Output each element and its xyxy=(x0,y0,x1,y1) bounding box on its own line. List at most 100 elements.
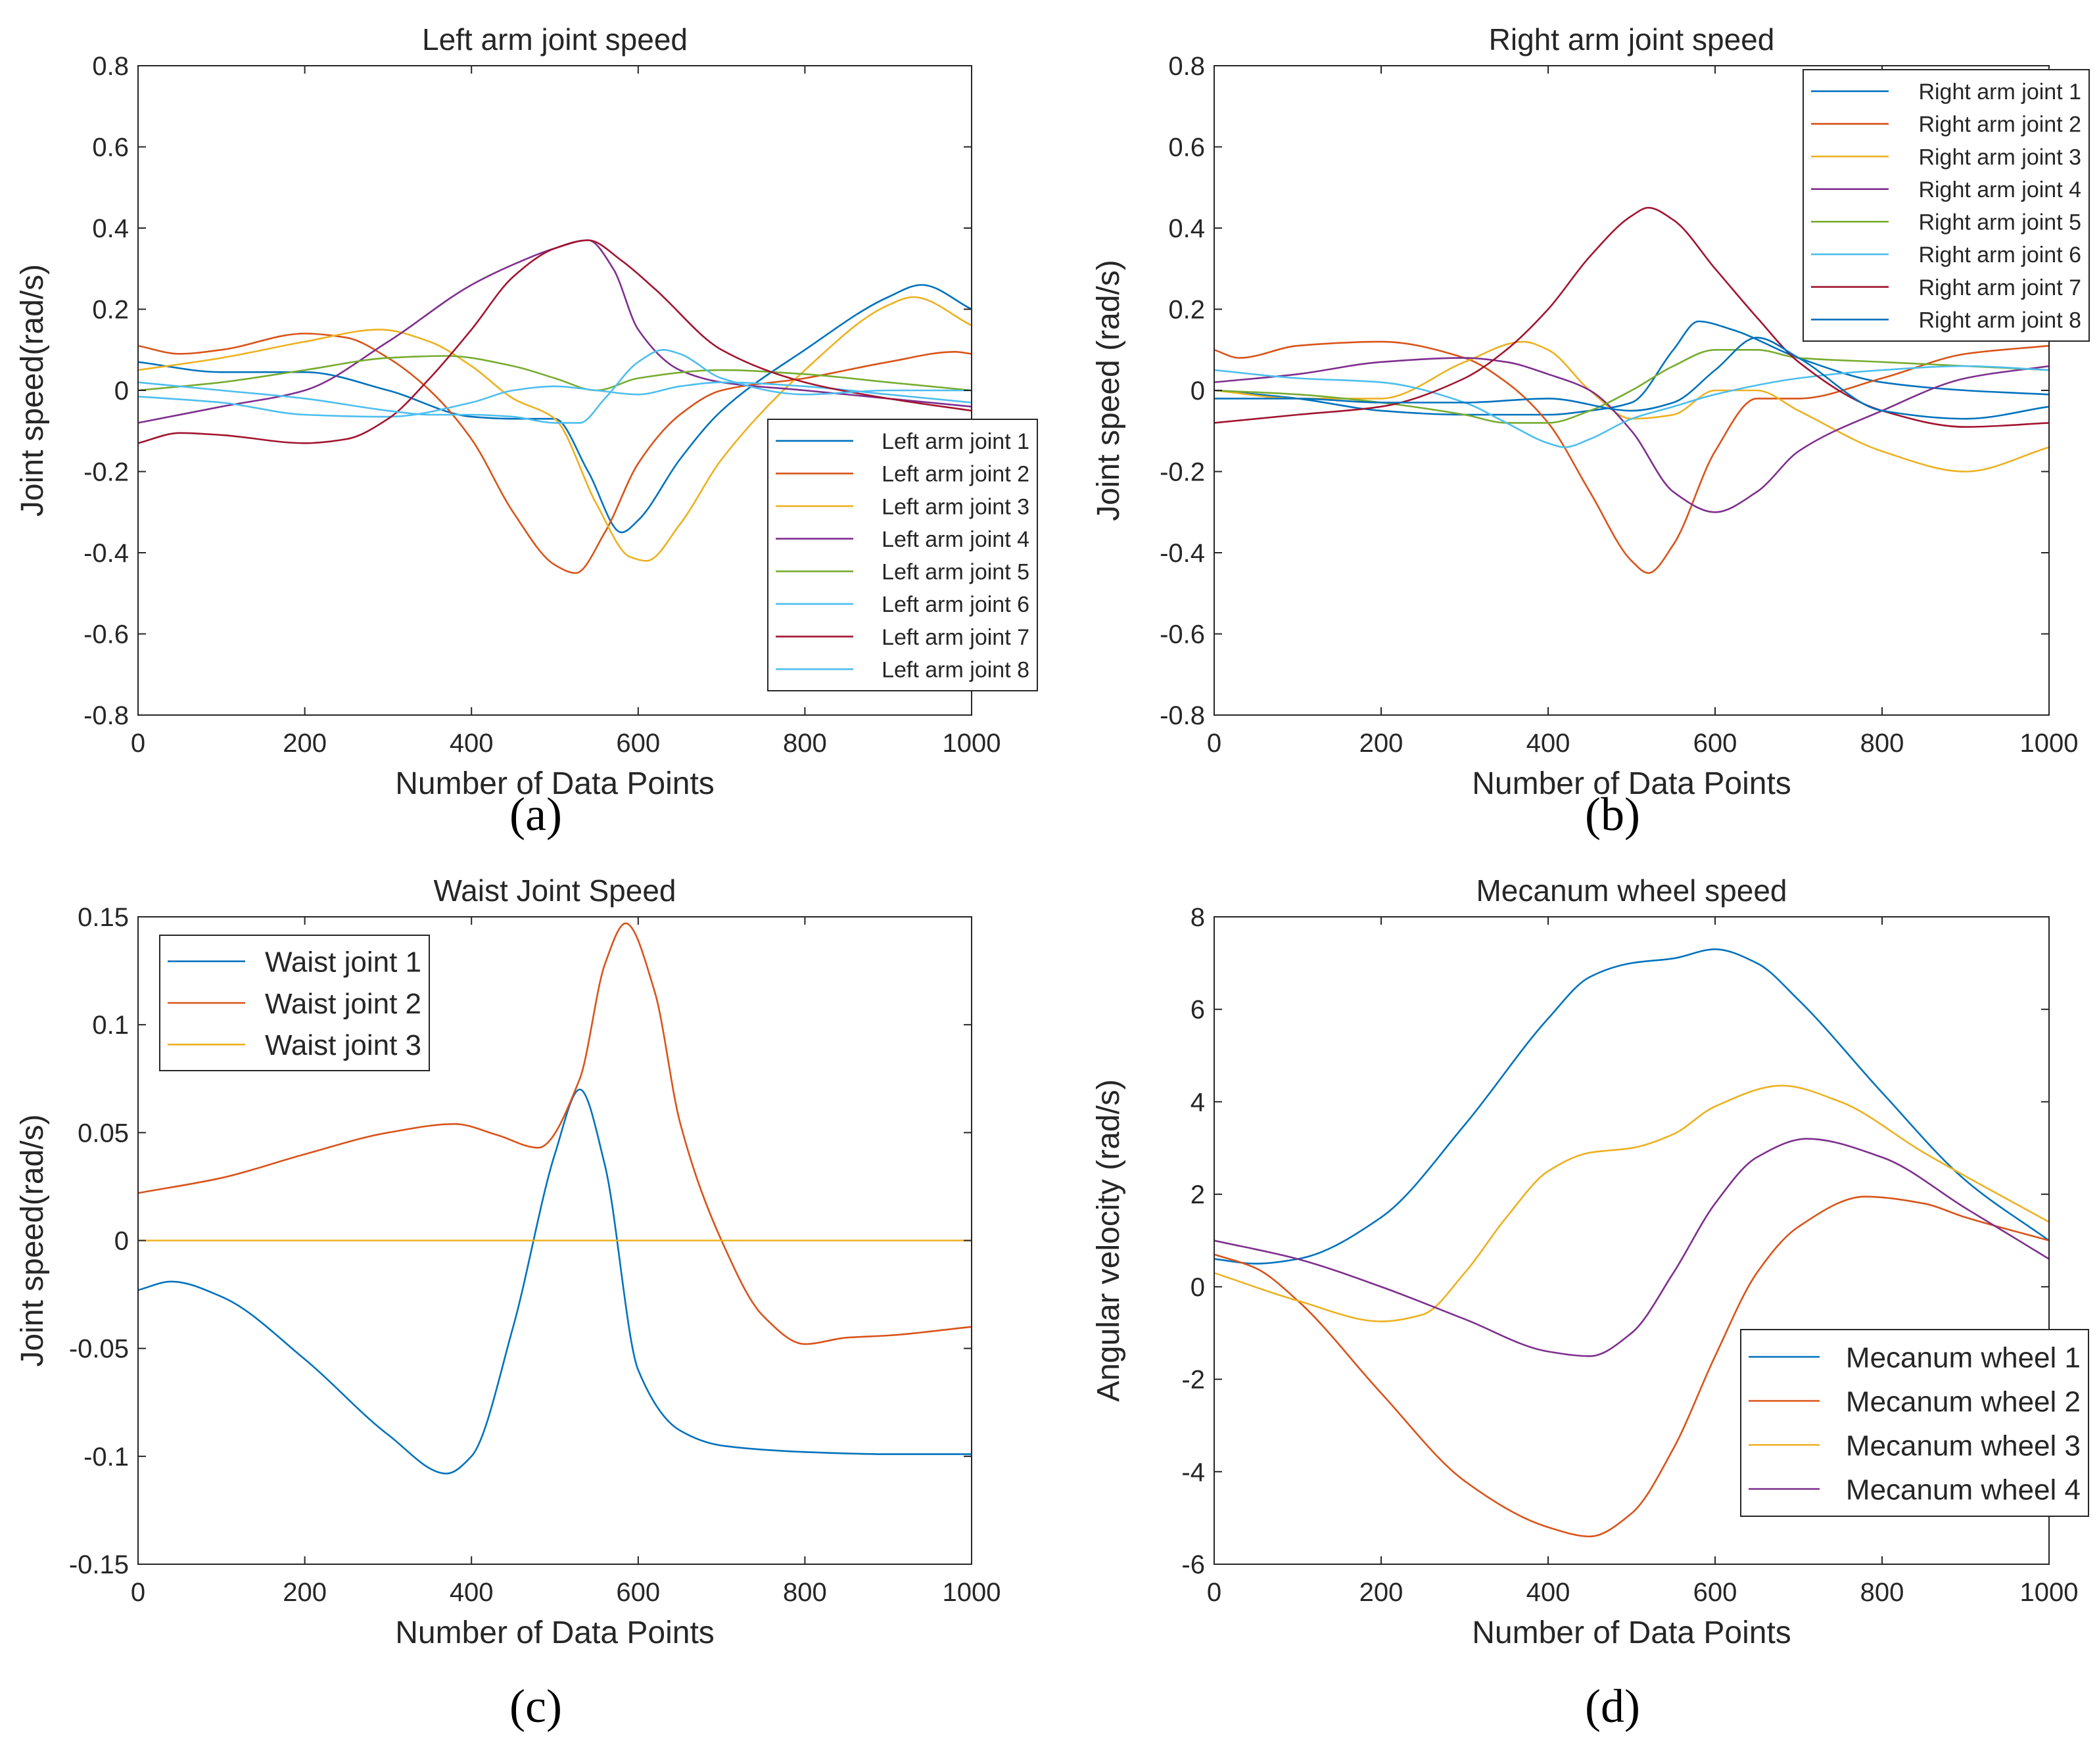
legend-label-c-3: Waist joint 3 xyxy=(265,1029,421,1061)
legend-label-a-2: Left arm joint 2 xyxy=(882,462,1029,487)
legend-c: Waist joint 1 Waist joint 2 Waist joint 3 xyxy=(159,935,430,1071)
legend-label-a-1: Left arm joint 1 xyxy=(882,429,1029,454)
chart-title-d: Mecanum wheel speed xyxy=(1476,873,1787,908)
x-tick-label-d-2: 400 xyxy=(1526,1578,1570,1607)
series-line-d-1 xyxy=(1214,948,2049,1265)
y-tick-label-b-3: -0.2 xyxy=(1160,458,1205,487)
y-tick-label-b-6: 0.4 xyxy=(1168,214,1205,243)
y-tick-label-d-3: 0 xyxy=(1191,1273,1205,1302)
chart-c: 0 200 400 600 800 1000 -0.15 -0.1 -0.05 0 0.05 0.1 0… xyxy=(15,873,1001,1732)
x-tick-label-d-5: 1000 xyxy=(2020,1578,2079,1607)
legend-label-b-5: Right arm joint 5 xyxy=(1918,210,2081,235)
panel-caption-b: (b) xyxy=(1585,788,1640,841)
y-tick-label-a-7: 0.6 xyxy=(92,133,129,162)
chart-title-c: Waist Joint Speed xyxy=(433,873,676,908)
chart-a: 0 200 400 600 800 1000 -0.8 -0.6 -0.4 -0.2 0 0.2 0.4… xyxy=(15,22,1038,841)
x-tick-label-a-2: 400 xyxy=(450,729,494,758)
series-line-b-4 xyxy=(1214,357,2049,513)
x-axis-label-b: Number of Data Points xyxy=(1472,766,1791,801)
series-line-b-2 xyxy=(1214,340,2049,574)
y-tick-label-d-2: -2 xyxy=(1181,1366,1205,1395)
series-line-c-1 xyxy=(138,1088,972,1475)
y-tick-label-c-1: -0.1 xyxy=(83,1443,129,1472)
chart-d: 0 200 400 600 800 1000 -6 -4 -2 0 2 4 6 8 Mecanum whee… xyxy=(1091,873,2089,1732)
y-tick-label-c-4: 0.05 xyxy=(78,1119,129,1148)
series-line-a-3 xyxy=(138,296,972,562)
legend-label-b-3: Right arm joint 3 xyxy=(1918,145,2081,170)
series-line-a-4 xyxy=(138,239,972,424)
x-tick-label-b-5: 1000 xyxy=(2020,729,2079,758)
plot-lines-b xyxy=(1214,206,2049,574)
y-tick-label-b-4: 0 xyxy=(1191,377,1205,406)
y-tick-label-a-8: 0.8 xyxy=(92,52,129,81)
legend-b: Right arm joint 1 Right arm joint 2 Right … xyxy=(1803,69,2090,342)
y-axis-label-c: Joint speed(rad/s) xyxy=(15,1114,50,1366)
plot-lines-d xyxy=(1214,948,2049,1538)
legend-label-d-1: Mecanum wheel 1 xyxy=(1846,1341,2081,1374)
series-line-a-2 xyxy=(138,333,972,574)
legend-label-a-5: Left arm joint 5 xyxy=(882,560,1029,585)
legend-label-d-3: Mecanum wheel 3 xyxy=(1846,1429,2081,1462)
plot-lines-a xyxy=(138,239,972,574)
series-line-a-6 xyxy=(138,381,972,418)
y-tick-label-b-1: -0.6 xyxy=(1160,620,1205,649)
y-tick-label-d-5: 4 xyxy=(1191,1088,1205,1117)
x-tick-label-d-3: 600 xyxy=(1693,1578,1737,1607)
series-line-b-8 xyxy=(1214,337,2049,420)
axes-box-d xyxy=(1214,916,2050,1565)
y-tick-label-a-1: -0.6 xyxy=(83,620,129,649)
y-axis-label-d: Angular velocity (rad/s) xyxy=(1091,1079,1126,1402)
x-tick-label-d-0: 0 xyxy=(1207,1578,1221,1607)
y-tick-label-a-5: 0.2 xyxy=(92,296,129,325)
legend-label-c-1: Waist joint 1 xyxy=(265,946,421,979)
y-tick-label-a-6: 0.4 xyxy=(92,214,129,243)
chart-title-b: Right arm joint speed xyxy=(1489,22,1775,57)
legend-box-b xyxy=(1803,69,2090,342)
legend-label-a-4: Left arm joint 4 xyxy=(882,527,1029,552)
x-axis-label-d: Number of Data Points xyxy=(1472,1615,1791,1650)
y-tick-label-b-0: -0.8 xyxy=(1160,701,1205,730)
y-tick-label-d-1: -4 xyxy=(1181,1458,1205,1487)
series-line-a-1 xyxy=(138,284,972,534)
legend-box-d xyxy=(1740,1329,2089,1517)
x-tick-label-d-1: 200 xyxy=(1359,1578,1403,1607)
series-line-a-5 xyxy=(138,355,972,392)
y-tick-label-a-3: -0.2 xyxy=(83,458,129,487)
legend-label-a-7: Left arm joint 7 xyxy=(882,625,1029,650)
x-tick-label-c-5: 1000 xyxy=(943,1578,1001,1607)
x-tick-label-c-1: 200 xyxy=(283,1578,327,1607)
x-axis-label-c: Number of Data Points xyxy=(395,1615,715,1650)
x-tick-label-b-2: 400 xyxy=(1526,729,1570,758)
legend-label-d-4: Mecanum wheel 4 xyxy=(1846,1474,2081,1506)
legend-label-a-8: Left arm joint 8 xyxy=(882,657,1029,682)
x-tick-label-b-3: 600 xyxy=(1693,729,1737,758)
y-tick-label-b-2: -0.4 xyxy=(1160,539,1205,568)
x-tick-label-a-0: 0 xyxy=(131,729,145,758)
panel-caption-a: (a) xyxy=(509,788,562,841)
y-tick-label-d-0: -6 xyxy=(1181,1550,1205,1579)
y-tick-label-a-2: -0.4 xyxy=(83,539,129,568)
y-axis-label-b: Joint speed (rad/s) xyxy=(1091,260,1126,521)
x-tick-label-b-1: 200 xyxy=(1359,729,1403,758)
series-line-a-7 xyxy=(138,239,972,444)
y-tick-label-a-0: -0.8 xyxy=(83,701,129,730)
y-tick-label-d-6: 6 xyxy=(1191,996,1205,1025)
x-tick-label-a-3: 600 xyxy=(616,729,660,758)
y-tick-label-d-7: 8 xyxy=(1191,903,1205,932)
x-tick-label-c-4: 800 xyxy=(783,1578,827,1607)
x-tick-label-b-4: 800 xyxy=(1860,729,1904,758)
x-tick-label-a-1: 200 xyxy=(283,729,327,758)
y-tick-label-b-7: 0.6 xyxy=(1168,133,1205,162)
x-tick-label-b-0: 0 xyxy=(1207,729,1221,758)
y-tick-label-c-2: -0.05 xyxy=(69,1335,129,1364)
legend-label-b-4: Right arm joint 4 xyxy=(1918,177,2081,202)
x-tick-label-c-3: 600 xyxy=(616,1578,660,1607)
y-axis-label-a: Joint speed(rad/s) xyxy=(15,264,50,517)
series-line-c-2 xyxy=(138,922,972,1345)
legend-label-c-2: Waist joint 2 xyxy=(265,988,421,1020)
series-line-b-3 xyxy=(1214,340,2049,473)
series-line-d-4 xyxy=(1214,1138,2049,1357)
legend-a: Left arm joint 1 Left arm joint 2 Left arm… xyxy=(767,419,1038,691)
y-tick-label-d-4: 2 xyxy=(1191,1180,1205,1209)
